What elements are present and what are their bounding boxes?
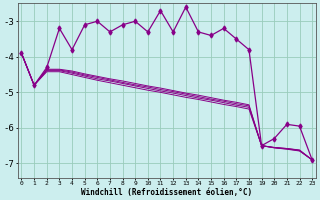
X-axis label: Windchill (Refroidissement éolien,°C): Windchill (Refroidissement éolien,°C) [81, 188, 252, 197]
